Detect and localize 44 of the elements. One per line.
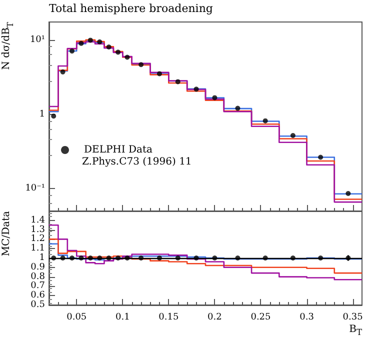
point [235, 106, 240, 111]
point [124, 54, 130, 60]
point [97, 39, 102, 44]
x-tick-label: 0.25 [250, 312, 272, 322]
x-axis-title: B$_{T}$ [349, 324, 362, 337]
y-tick-label: 10⁻¹ [25, 184, 45, 194]
point [262, 118, 268, 124]
point [346, 191, 351, 196]
point [194, 86, 199, 92]
y-tick-label: 0.9 [30, 262, 46, 272]
point [156, 71, 162, 76]
point [290, 133, 296, 138]
y-tick-label: 0.8 [30, 272, 46, 282]
point [138, 62, 144, 68]
point [78, 40, 84, 46]
point [88, 38, 93, 43]
x-tick-label: 0.35 [342, 312, 364, 322]
point [60, 69, 66, 74]
point [175, 79, 180, 84]
y-tick-label: 1.2 [30, 234, 45, 244]
y-tick-label: 0.7 [30, 281, 46, 292]
y-tick-label: 1.1 [30, 244, 45, 254]
y-axis-title: MC/Data [1, 211, 12, 256]
y-tick-label: 1 [39, 109, 45, 120]
y-tick-label: 1.3 [30, 224, 46, 235]
y-tick-label: 0.5 [30, 300, 46, 310]
y-tick-label: 10¹ [30, 35, 45, 46]
x-tick-label: 0.15 [158, 312, 179, 322]
x-tick-label: 0.2 [208, 312, 222, 322]
point [51, 114, 56, 119]
point [70, 48, 75, 54]
x-tick-label: 0.1 [115, 312, 130, 322]
point [318, 154, 324, 160]
y-tick-label: 1 [39, 253, 45, 263]
legend-label: DELPHI Data [84, 144, 153, 156]
x-tick-label: 0.3 [300, 312, 314, 322]
point [212, 95, 218, 100]
x-tick-label: 0.05 [66, 312, 87, 322]
point [116, 50, 121, 55]
chart-title: Total hemisphere broadening [49, 2, 213, 15]
y-tick-label: 0.6 [30, 290, 46, 301]
annotation: Z.Phys.C73 (1996) 11 [82, 156, 192, 168]
y-tick-label: 1.4 [30, 215, 46, 226]
point [106, 44, 112, 50]
